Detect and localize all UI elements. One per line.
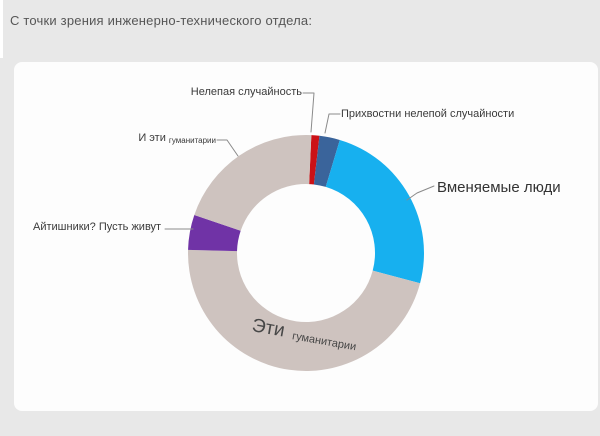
leader-line-1 <box>324 113 341 134</box>
callout-label-accident-text: Нелепая случайность <box>190 86 302 98</box>
callout-label-henchmen: Прихвостни нелепой случайности <box>341 108 514 120</box>
donut-segment-4 <box>188 214 241 252</box>
donut-inline-label-main: Эти <box>250 315 287 342</box>
callout-label-accident: Нелепая случайность <box>140 86 302 98</box>
page-title: С точки зрения инженерно-технического от… <box>10 13 313 28</box>
callout-label-sane-people-text: Вменяемые люди <box>437 179 561 196</box>
leader-line-0 <box>302 92 315 133</box>
callout-label-and-these-humanities: И эти гуманитарии <box>60 132 216 144</box>
callout-label-and-these-sub: гуманитарии <box>168 135 216 145</box>
callout-label-sane-people: Вменяемые люди <box>437 179 561 196</box>
callout-label-it-people: Айтишники? Пусть живут <box>33 221 161 233</box>
donut-segment-2 <box>325 139 424 284</box>
leader-line-2 <box>406 185 435 201</box>
callout-label-it-people-text: Айтишники? Пусть живут <box>33 221 162 233</box>
donut-segment-0 <box>309 135 320 185</box>
donut-segment-1 <box>313 135 340 187</box>
left-edge-highlight <box>0 0 3 58</box>
donut-segment-5 <box>194 134 312 231</box>
callout-label-henchmen-text: Прихвостни нелепой случайности <box>341 108 515 120</box>
callout-label-and-these-main: И эти <box>138 132 166 144</box>
leader-line-3 <box>216 139 239 157</box>
donut-segment-3 <box>187 249 421 371</box>
